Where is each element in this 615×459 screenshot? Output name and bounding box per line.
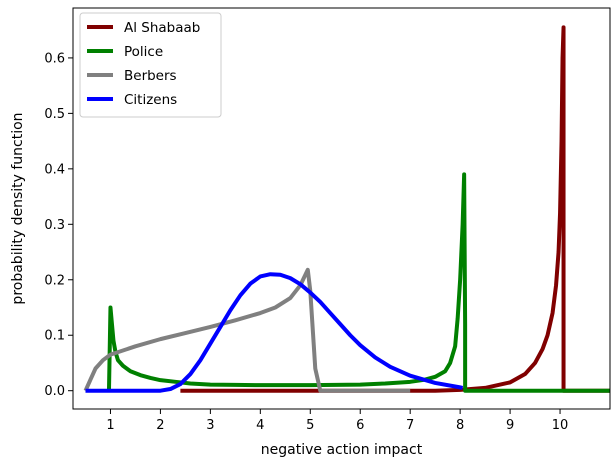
y-axis: 0.0 0.1 0.2 0.3 0.4 0.5 0.6 — [44, 51, 73, 399]
x-tick-label: 9 — [506, 418, 514, 433]
x-tick-label: 7 — [406, 418, 414, 433]
series-line-citizens — [85, 272, 464, 393]
y-tick-label: 0.0 — [44, 384, 65, 399]
x-axis: 1 2 3 4 5 6 7 8 9 10 — [106, 409, 568, 433]
legend: Al Shabaab Police Berbers Citizens — [79, 12, 222, 118]
y-axis-label: probability density function — [10, 112, 26, 304]
x-tick-label: 8 — [456, 418, 464, 433]
x-axis-label: negative action impact — [261, 442, 423, 458]
x-tick-label: 10 — [552, 418, 569, 433]
x-tick-label: 5 — [306, 418, 314, 433]
legend-box — [79, 12, 222, 118]
x-tick-label: 4 — [256, 418, 264, 433]
plot-frame — [72, 7, 611, 410]
y-tick-label: 0.1 — [44, 329, 65, 344]
x-tick-label: 2 — [156, 418, 164, 433]
legend-label: Berbers — [124, 68, 177, 84]
y-tick-label: 0.6 — [44, 51, 65, 66]
x-tick-label: 1 — [106, 418, 114, 433]
series-line-police — [106, 172, 610, 393]
y-tick-label: 0.5 — [44, 107, 65, 122]
x-tick-label: 6 — [356, 418, 364, 433]
plot-lines — [83, 25, 610, 393]
y-tick-label: 0.2 — [44, 273, 65, 288]
legend-label: Al Shabaab — [124, 20, 200, 36]
x-tick-label: 3 — [206, 418, 214, 433]
series-line-al-shabaab — [180, 25, 610, 393]
legend-label: Citizens — [124, 92, 177, 108]
y-tick-label: 0.4 — [44, 162, 65, 177]
legend-label: Police — [124, 44, 163, 60]
y-tick-label: 0.3 — [44, 218, 65, 233]
